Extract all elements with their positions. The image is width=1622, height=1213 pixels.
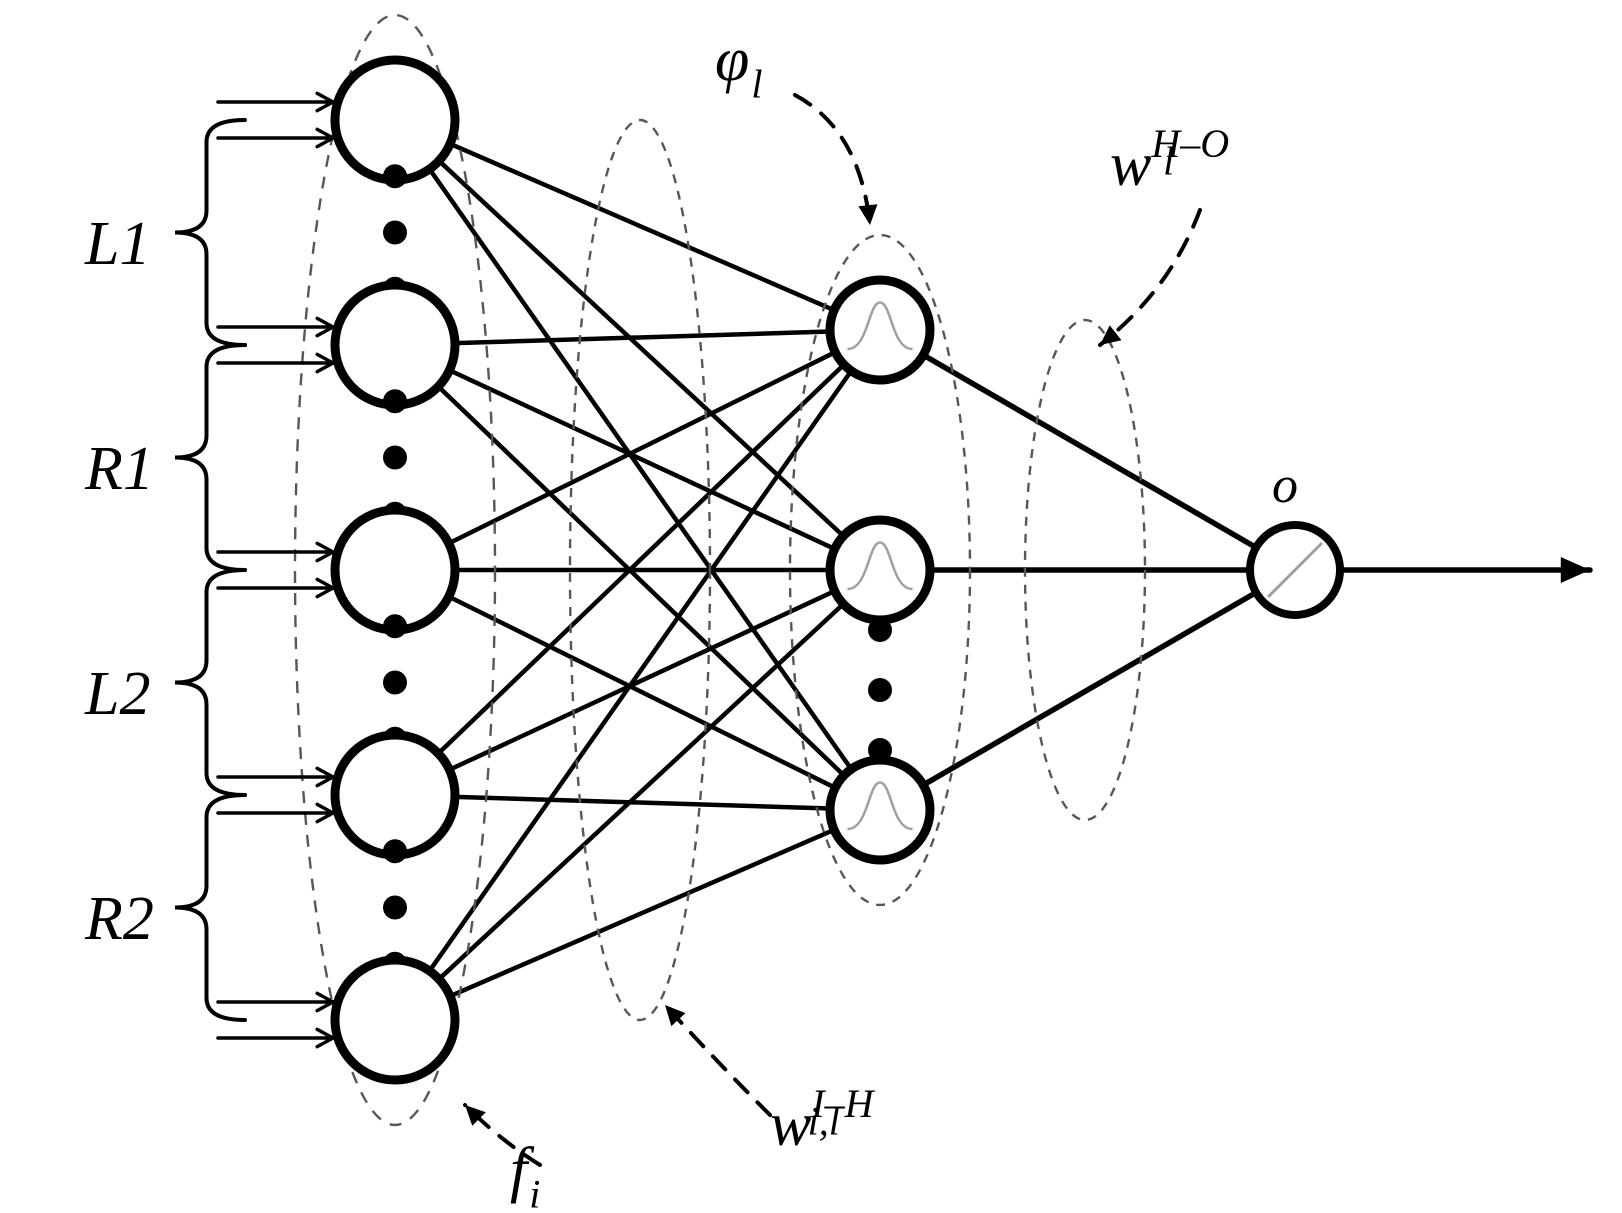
input-node xyxy=(335,285,455,405)
ellipsis-dot xyxy=(383,446,407,470)
ellipsis-dot xyxy=(383,389,407,413)
ellipsis-dot xyxy=(868,678,892,702)
ellipsis-dot xyxy=(383,221,407,245)
ellipsis-dot xyxy=(868,618,892,642)
input-node xyxy=(335,960,455,1080)
hidden-layer xyxy=(830,280,930,860)
ellipsis-dot xyxy=(383,896,407,920)
group-label: R2 xyxy=(84,885,154,953)
ellipsis-dot xyxy=(383,614,407,638)
input-node xyxy=(335,510,455,630)
hidden-node xyxy=(830,280,930,380)
ellipsis-dot xyxy=(383,671,407,695)
group-label: L1 xyxy=(84,210,150,278)
output-layer xyxy=(1250,525,1340,615)
input-node xyxy=(335,735,455,855)
connections-hidden-output xyxy=(923,355,1256,785)
input-node xyxy=(335,60,455,180)
group-bracket xyxy=(175,570,245,795)
group-bracket xyxy=(175,120,245,345)
group-bracket xyxy=(175,795,245,1020)
hidden-node xyxy=(830,760,930,860)
label-phi: φl xyxy=(715,26,762,106)
label-w-ho: wH–Ol xyxy=(1110,121,1229,199)
hidden-node xyxy=(830,520,930,620)
ellipsis-dot xyxy=(383,839,407,863)
group-bracket xyxy=(175,345,245,570)
group-label: L2 xyxy=(84,660,150,728)
input-layer xyxy=(335,60,455,1080)
ellipsis-dot xyxy=(383,164,407,188)
group-label: R1 xyxy=(84,435,154,503)
connections-input-hidden xyxy=(430,144,852,996)
label-o: o xyxy=(1272,457,1298,514)
label-w-ih: wI–Hi,l xyxy=(770,1081,876,1159)
